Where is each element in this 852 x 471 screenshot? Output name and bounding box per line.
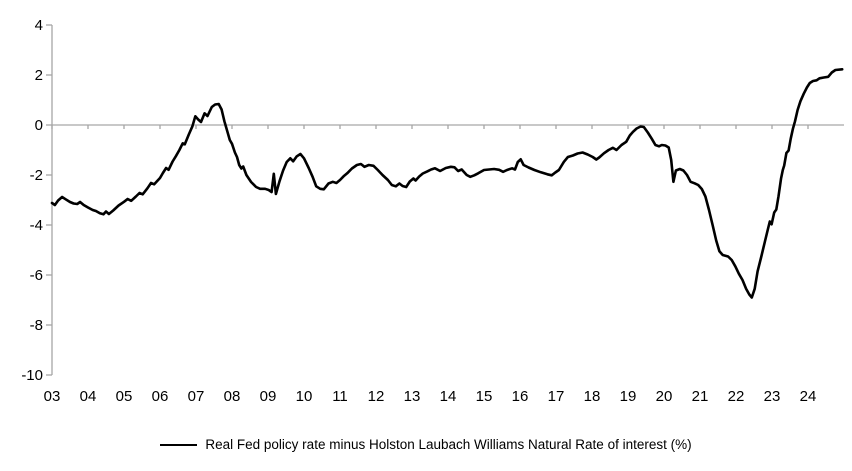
- x-tick-label: 24: [800, 388, 817, 405]
- x-tick-label: 09: [260, 388, 277, 405]
- legend-label: Real Fed policy rate minus Holston Lauba…: [205, 437, 692, 452]
- y-tick-label: 4: [35, 17, 43, 34]
- legend: Real Fed policy rate minus Holston Lauba…: [0, 438, 852, 452]
- x-tick-label: 18: [584, 388, 601, 405]
- legend-line-swatch: [160, 443, 198, 446]
- y-tick-label: 2: [35, 67, 43, 84]
- y-tick-label: -10: [21, 367, 43, 384]
- x-tick-label: 17: [548, 388, 565, 405]
- x-tick-label: 13: [404, 388, 421, 405]
- x-tick-label: 08: [224, 388, 241, 405]
- x-tick-label: 15: [476, 388, 493, 405]
- x-tick-label: 23: [764, 388, 781, 405]
- x-tick-label: 11: [332, 388, 348, 405]
- y-tick-label: -8: [30, 317, 43, 334]
- data-line: [50, 68, 844, 299]
- y-tick-label: -6: [30, 267, 43, 284]
- x-tick-label: 10: [296, 388, 313, 405]
- x-tick-label: 16: [512, 388, 529, 405]
- y-tick-label: -4: [30, 217, 43, 234]
- y-tick-label: 0: [35, 117, 43, 134]
- x-tick-label: 05: [116, 388, 133, 405]
- x-tick-label: 22: [728, 388, 745, 405]
- x-tick-label: 03: [44, 388, 61, 405]
- x-tick-label: 12: [368, 388, 385, 405]
- x-tick-label: 19: [620, 388, 637, 405]
- y-tick-label: -2: [30, 167, 43, 184]
- x-tick-label: 07: [188, 388, 205, 405]
- x-tick-label: 20: [656, 388, 673, 405]
- x-tick-label: 14: [440, 388, 457, 405]
- x-tick-label: 04: [80, 388, 97, 405]
- x-tick-label: 21: [692, 388, 709, 405]
- x-tick-label: 06: [152, 388, 169, 405]
